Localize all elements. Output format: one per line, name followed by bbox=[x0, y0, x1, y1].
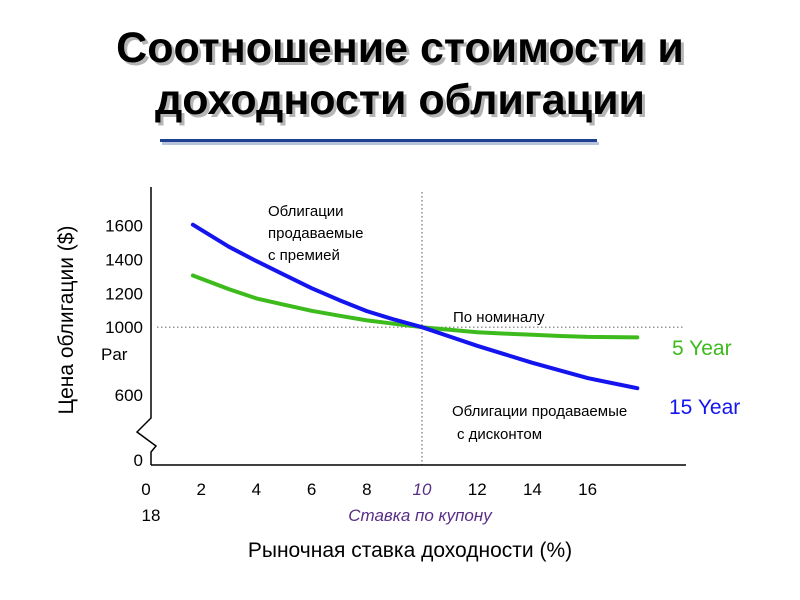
annotation-premium: Облигации bbox=[268, 203, 344, 220]
x-tick-label: 8 bbox=[362, 480, 371, 499]
annotation-discount: с дисконтом bbox=[457, 426, 542, 443]
x-axis-title: Рыночная ставка доходности (%) bbox=[248, 539, 572, 562]
slide-title: Соотношение стоимости и доходности облиг… bbox=[0, 22, 800, 126]
series-line-15-year bbox=[190, 222, 640, 391]
title-underline bbox=[160, 139, 597, 142]
slide-title-line-1: Соотношение стоимости и bbox=[116, 24, 684, 72]
annotation-premium: продаваемые bbox=[268, 225, 364, 242]
x-tick-label: 12 bbox=[468, 480, 487, 499]
x-tick-label: 10 bbox=[413, 480, 432, 499]
y-tick-label: 1600 bbox=[105, 217, 143, 236]
y-tick-label: 1000 bbox=[105, 318, 143, 337]
x-tick-label: 16 bbox=[578, 480, 597, 499]
y-axis-break bbox=[135, 410, 158, 465]
y-tick-label: 1200 bbox=[105, 284, 143, 303]
y-par-label: Par bbox=[101, 345, 128, 364]
annotation-premium: с премией bbox=[268, 247, 340, 264]
x-tick-label: 6 bbox=[307, 480, 316, 499]
y-tick-label: 600 bbox=[115, 386, 143, 405]
y-axis-title: Цена облигации ($) bbox=[55, 226, 78, 415]
x-tick-label: 4 bbox=[252, 480, 261, 499]
y-tick-label: 1400 bbox=[105, 250, 143, 269]
x-tick-label: 18 bbox=[142, 506, 161, 525]
x-tick-label: 2 bbox=[196, 480, 205, 499]
coupon-rate-label: Ставка по купону bbox=[348, 506, 493, 525]
series-label-5-year: 5 Year bbox=[672, 337, 732, 360]
slide-title-line-2: доходности облигации bbox=[155, 76, 645, 124]
y-tick-label: 0 bbox=[134, 451, 143, 470]
x-tick-label: 0 bbox=[141, 480, 150, 499]
annotation-par: По номиналу bbox=[453, 309, 545, 326]
series-line-5-year bbox=[190, 273, 640, 340]
x-tick-label: 14 bbox=[523, 480, 542, 499]
series-label-15-year: 15 Year bbox=[669, 396, 740, 419]
annotation-discount: Облигации продаваемые bbox=[452, 403, 627, 420]
